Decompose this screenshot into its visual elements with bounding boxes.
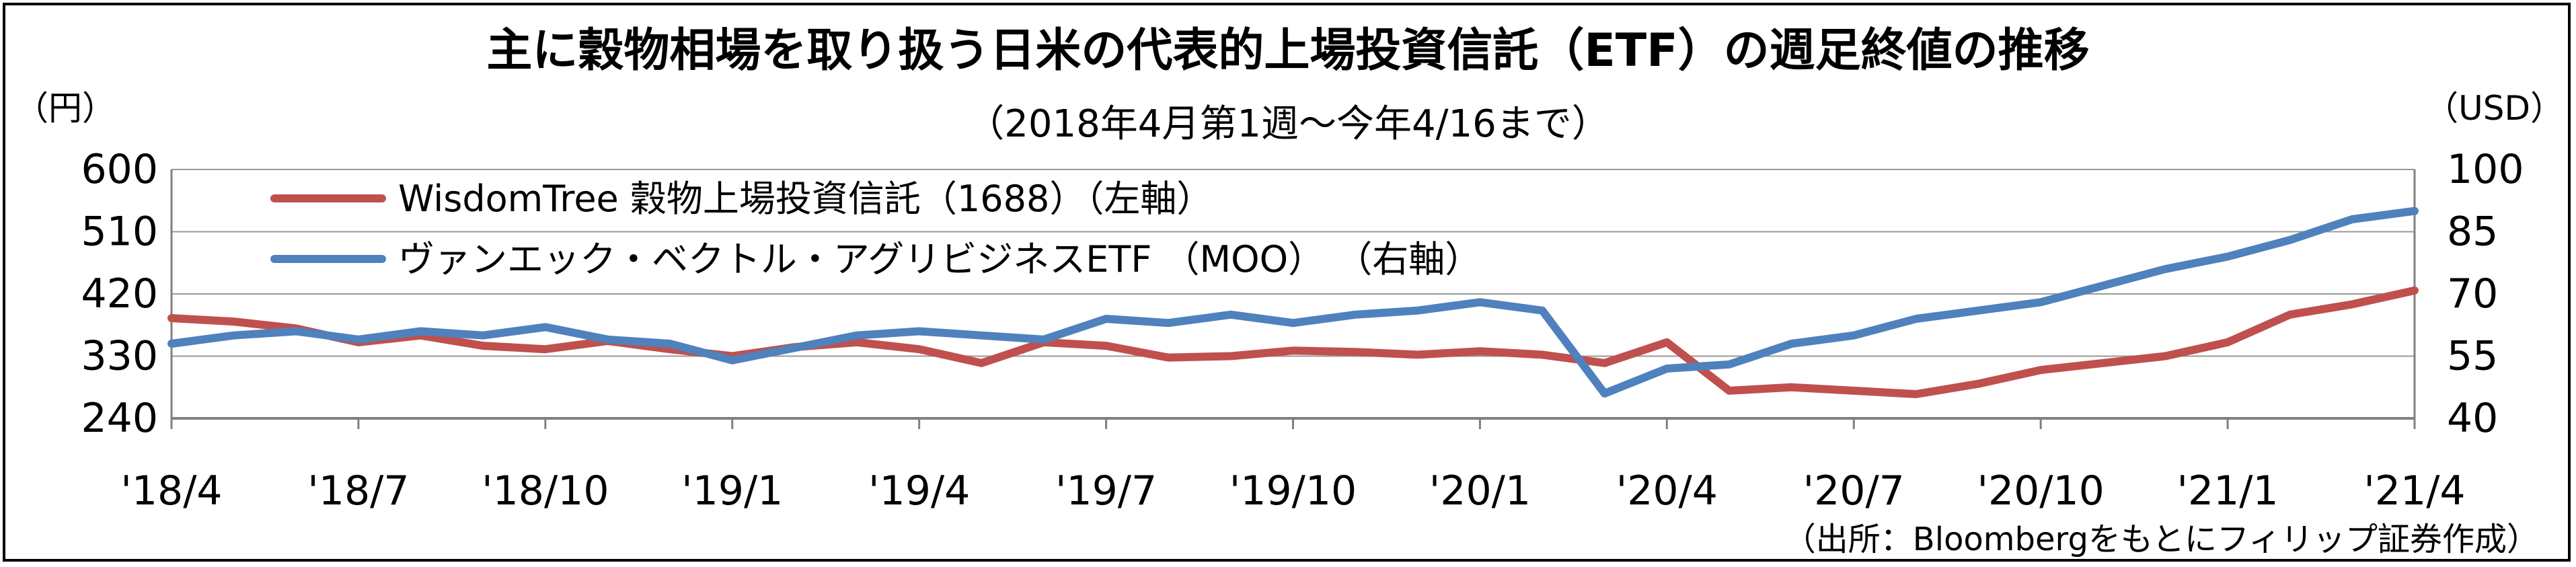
x-tick-label: '19/4: [868, 467, 970, 515]
x-tick-label: '19/1: [681, 467, 783, 515]
x-tick-label: '20/7: [1803, 467, 1905, 515]
left-tick-label: 600: [81, 146, 158, 193]
left-axis-ticks: 600 510 420 330 240: [81, 146, 158, 442]
legend: WisdomTree 穀物上場投資信託（1688）（左軸） ヴァンエック・ベクトル…: [270, 178, 1481, 280]
series-line-1688: [167, 286, 2419, 398]
chart-title: 主に穀物相場を取り扱う日米の代表的上場投資信託（ETF）の週足終値の推移: [486, 24, 2089, 77]
source-note: （出所：Bloombergをもとにフィリップ証券作成）: [1784, 521, 2539, 558]
chart-subtitle: （2018年4月第1週～今年4/16まで）: [967, 102, 1609, 146]
x-tick-label: '18/7: [307, 467, 409, 515]
x-tick-label: '19/10: [1229, 467, 1357, 515]
right-tick-label: 40: [2447, 395, 2498, 442]
left-tick-label: 510: [81, 209, 158, 256]
right-axis-ticks: 100 85 70 55 40: [2447, 146, 2524, 442]
x-tick-label: '20/1: [1429, 467, 1531, 515]
series-line-moo: [167, 206, 2419, 398]
x-tick-label: '21/1: [2176, 467, 2278, 515]
x-tick-label: '18/4: [120, 467, 222, 515]
x-tick-label: '21/4: [2363, 467, 2465, 515]
x-axis-ticks: '18/4 '18/7 '18/10 '19/1 '19/4 '19/7 '19/10 '20…: [120, 418, 2466, 515]
x-tick-label: '20/4: [1616, 467, 1718, 515]
x-tick-label: '20/10: [1977, 467, 2104, 515]
left-tick-label: 420: [81, 270, 158, 317]
x-tick-label: '19/7: [1055, 467, 1157, 515]
right-tick-label: 100: [2447, 146, 2524, 193]
right-tick-label: 85: [2447, 209, 2498, 256]
left-tick-label: 330: [81, 333, 158, 380]
right-axis-unit: （USD）: [2425, 89, 2564, 128]
chart-frame: [3, 3, 2571, 562]
legend-label-moo: ヴァンエック・ベクトル・アグリビジネスETF （MOO） （右軸）: [398, 238, 1481, 280]
legend-label-1688: WisdomTree 穀物上場投資信託（1688）（左軸）: [398, 178, 1213, 220]
right-tick-label: 55: [2447, 333, 2498, 380]
series-lines: [167, 206, 2419, 398]
x-tick-label: '18/10: [482, 467, 609, 515]
left-tick-label: 240: [81, 395, 158, 442]
left-axis-unit: （円）: [15, 89, 116, 128]
right-tick-label: 70: [2447, 270, 2498, 317]
